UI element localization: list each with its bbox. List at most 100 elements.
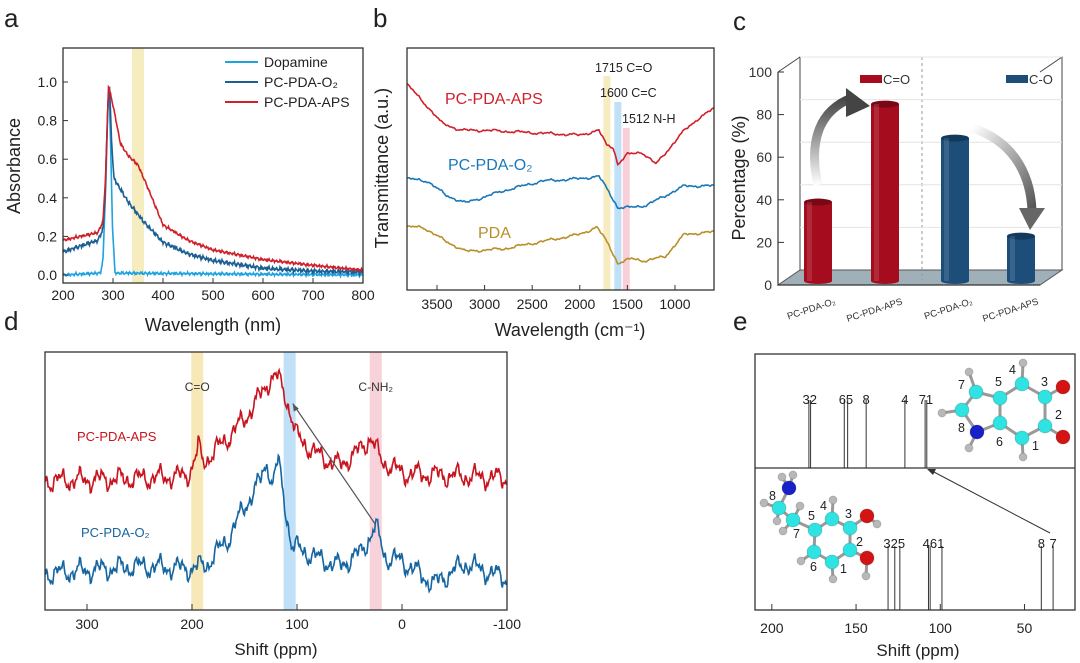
bar-shine bbox=[807, 202, 812, 281]
x-axis-title: Shift (ppm) bbox=[234, 640, 317, 659]
atom-number-label: 1 bbox=[1032, 439, 1039, 453]
y-tick-label: 0.2 bbox=[38, 228, 58, 244]
band-2 bbox=[622, 128, 630, 290]
x-tick-label: PC-PDA-O₂ bbox=[923, 296, 974, 322]
bar-base bbox=[871, 278, 899, 284]
series-line-PC-PDA-APS bbox=[62, 84, 364, 274]
atom-H bbox=[788, 470, 798, 480]
atom-C bbox=[806, 544, 822, 560]
atom-number-label: 8 bbox=[958, 421, 965, 435]
bar-top bbox=[804, 198, 832, 206]
atom-number-label: 8 bbox=[769, 489, 776, 503]
series-label: PC-PDA-APS bbox=[445, 91, 543, 108]
x-tick-label: 200 bbox=[51, 287, 75, 303]
legend-label: PC-PDA-APS bbox=[264, 94, 350, 110]
atom-number-label: 5 bbox=[808, 509, 815, 523]
frame-edge bbox=[777, 56, 801, 73]
atom-C bbox=[1014, 376, 1030, 392]
atom-C bbox=[771, 500, 787, 516]
bar-C-O-2 bbox=[941, 138, 969, 281]
x-tick-label: 200 bbox=[180, 616, 204, 632]
stick-label: 4 bbox=[901, 392, 908, 407]
atom-C bbox=[1037, 418, 1053, 434]
atom-H bbox=[964, 443, 974, 453]
atom-number-label: 6 bbox=[810, 560, 817, 574]
y-tick-label: 80 bbox=[756, 107, 772, 123]
panel-label-d: d bbox=[4, 306, 18, 336]
x-tick-label: 50 bbox=[1017, 620, 1033, 636]
y-tick-label: 0.8 bbox=[38, 113, 58, 129]
atom-H bbox=[828, 574, 838, 584]
x-tick-label: 0 bbox=[398, 616, 406, 632]
band-2 bbox=[369, 352, 382, 610]
atom-O bbox=[1055, 379, 1071, 395]
arrow-line bbox=[292, 403, 377, 526]
atom-number-label: 4 bbox=[1009, 363, 1016, 377]
series-label: PC-PDA-O₂ bbox=[81, 525, 150, 540]
atom-H bbox=[1018, 358, 1028, 368]
atom-C bbox=[968, 384, 984, 400]
x-axis-title: Wavelength (cm⁻¹) bbox=[495, 320, 646, 340]
atom-O bbox=[859, 508, 875, 524]
atom-H bbox=[796, 556, 806, 566]
plot-frame-d bbox=[44, 351, 508, 611]
atom-N bbox=[781, 480, 797, 496]
bar-shine bbox=[874, 104, 879, 281]
panel-label-e: e bbox=[733, 306, 747, 336]
plot-frame-e bbox=[754, 353, 1076, 611]
series-line-PC-PDA-APS bbox=[44, 367, 508, 495]
bar-top bbox=[1007, 232, 1035, 240]
atom-C bbox=[824, 511, 840, 527]
stick-label: 7 bbox=[1049, 536, 1056, 551]
y-tick-label: 20 bbox=[756, 234, 772, 250]
atom-number-label: 2 bbox=[856, 535, 863, 549]
series-label: PC-PDA-APS bbox=[77, 429, 157, 444]
y-axis-title: Transmittance (a.u.) bbox=[372, 88, 392, 248]
decrease-arrow-head bbox=[1019, 208, 1045, 230]
x-tick-label: 2500 bbox=[517, 296, 548, 312]
atom-C bbox=[785, 512, 801, 528]
assignment-arrow bbox=[931, 470, 1051, 534]
frame-edge bbox=[1039, 56, 1063, 73]
atom-number-label: 2 bbox=[1055, 408, 1062, 422]
bar-C=O-1 bbox=[871, 104, 899, 281]
y-tick-label: 40 bbox=[756, 192, 772, 208]
plot-frame-b bbox=[406, 47, 715, 291]
atom-C bbox=[824, 554, 840, 570]
x-tick-label: 100 bbox=[285, 616, 309, 632]
atom-C bbox=[1037, 389, 1053, 405]
legend-label: C-O bbox=[1029, 72, 1053, 87]
atom-C bbox=[1014, 430, 1030, 446]
arrow-head bbox=[292, 403, 299, 412]
band-label: C-NH₂ bbox=[358, 380, 393, 394]
stick-label: 65 bbox=[839, 392, 853, 407]
y-tick-label: 0.0 bbox=[38, 267, 58, 283]
x-tick-label: 700 bbox=[301, 287, 325, 303]
band-label: 1715 C=O bbox=[595, 61, 653, 75]
series-line-PDA bbox=[407, 224, 715, 265]
x-axis-title: Wavelength (nm) bbox=[145, 315, 281, 335]
legend-swatch bbox=[1006, 75, 1028, 83]
atom-C bbox=[842, 542, 858, 558]
stick-label: 32 bbox=[803, 392, 817, 407]
atom-H bbox=[937, 408, 947, 418]
x-tick-label: 2000 bbox=[564, 296, 595, 312]
atom-H bbox=[872, 519, 882, 529]
increase-arrow bbox=[810, 93, 854, 186]
stick-label: 325 bbox=[883, 536, 905, 551]
atom-C bbox=[954, 402, 970, 418]
atom-number-label: 5 bbox=[995, 375, 1002, 389]
decrease-arrow bbox=[970, 123, 1037, 211]
panel-label-c: c bbox=[733, 6, 746, 36]
bar-top bbox=[871, 100, 899, 108]
atom-H bbox=[828, 495, 838, 505]
x-tick-label: PC-PDA-O₂ bbox=[786, 296, 837, 322]
atom-number-label: 7 bbox=[793, 527, 800, 541]
y-tick-label: 60 bbox=[756, 149, 772, 165]
assignment-arrow-head bbox=[927, 469, 936, 475]
atom-C bbox=[992, 415, 1008, 431]
bar-C-O-3 bbox=[1007, 236, 1035, 281]
bar-base bbox=[804, 278, 832, 284]
x-tick-label: 600 bbox=[251, 287, 275, 303]
